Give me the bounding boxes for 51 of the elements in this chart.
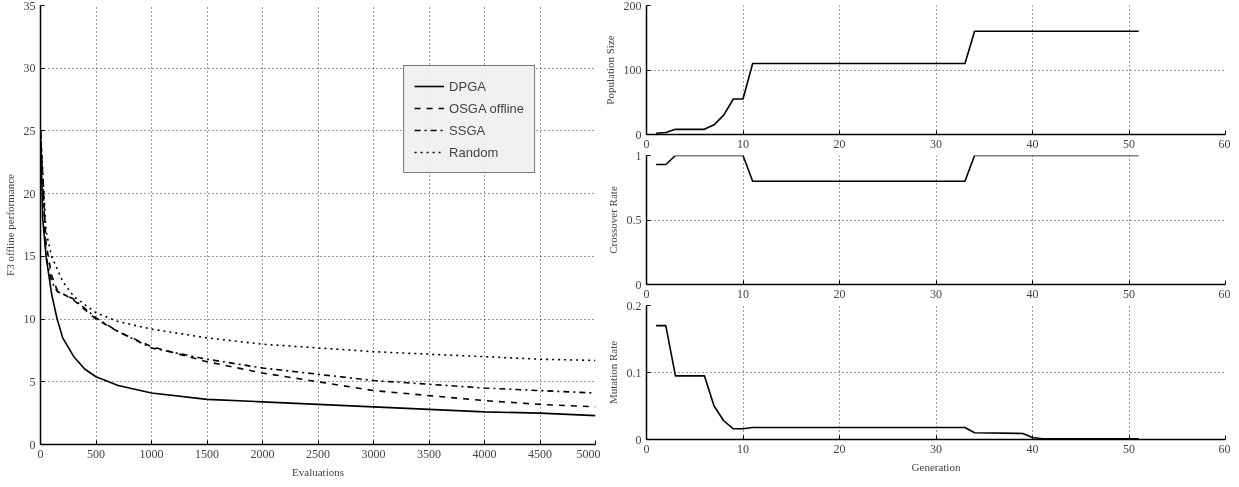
x-tick-label: 10: [737, 136, 749, 151]
x-tick-label: 500: [87, 446, 105, 461]
x-tick-label: 20: [833, 136, 846, 151]
x-tick-label: 30: [930, 136, 942, 151]
x-tick-label: 30: [930, 286, 942, 301]
y-tick-label: 20: [23, 186, 36, 201]
x-tick-label: 2500: [306, 446, 330, 461]
y-tick-label: 100: [623, 63, 642, 77]
y-tick-label: 10: [23, 312, 36, 327]
y-tick-label: 35: [23, 0, 36, 13]
y-axis-title: Crossover Rate: [606, 186, 619, 254]
x-tick-label: 3500: [417, 446, 441, 461]
x-tick-label: 20: [833, 441, 846, 456]
legend-label: DPGA: [449, 78, 486, 94]
y-tick-label: 0.2: [626, 298, 642, 313]
x-axis-title: Generation: [911, 460, 961, 473]
x-tick-label: 30: [930, 441, 942, 456]
y-tick-label: 5: [29, 374, 36, 389]
x-tick-label: 40: [1026, 286, 1039, 301]
y-tick-label: 15: [23, 249, 36, 264]
legend-label: Random: [449, 144, 499, 160]
legend-label: OSGA offline: [449, 100, 524, 116]
x-tick-label: 20: [833, 286, 846, 301]
y-tick-label: 1: [635, 148, 642, 163]
x-tick-label: 60: [1218, 441, 1231, 456]
x-tick-label: 60: [1218, 286, 1231, 301]
x-tick-label: 60: [1218, 136, 1231, 151]
x-tick-label: 3000: [361, 446, 386, 461]
x-tick-label: 40: [1026, 136, 1039, 151]
y-tick-label: 0.5: [626, 213, 642, 227]
x-tick-label: 50: [1123, 136, 1135, 151]
x-tick-label: 4000: [472, 446, 497, 461]
y-tick-label: 25: [23, 123, 36, 138]
x-tick-label: 1500: [195, 446, 219, 461]
x-tick-label: 40: [1026, 441, 1039, 456]
x-tick-label: 10: [737, 286, 749, 301]
x-tick-label: 50: [1123, 286, 1135, 301]
y-tick-label: 30: [23, 61, 36, 76]
x-tick-label: 1000: [139, 446, 164, 461]
y-axis-title: Mutation Rate: [606, 340, 619, 405]
x-tick-label: 5000: [576, 446, 601, 461]
y-axis-title: Population Size: [603, 35, 616, 105]
x-tick-label: 50: [1123, 441, 1135, 456]
x-tick-label: 2000: [250, 446, 275, 461]
y-tick-label: 0.1: [626, 365, 642, 380]
legend-label: SSGA: [449, 122, 486, 138]
x-tick-label: 4500: [528, 446, 552, 461]
x-axis-title: Evaluations: [292, 465, 344, 478]
y-axis-title: F3 offline performance: [3, 173, 16, 276]
y-tick-label: 200: [623, 0, 642, 13]
x-tick-label: 10: [737, 441, 749, 456]
